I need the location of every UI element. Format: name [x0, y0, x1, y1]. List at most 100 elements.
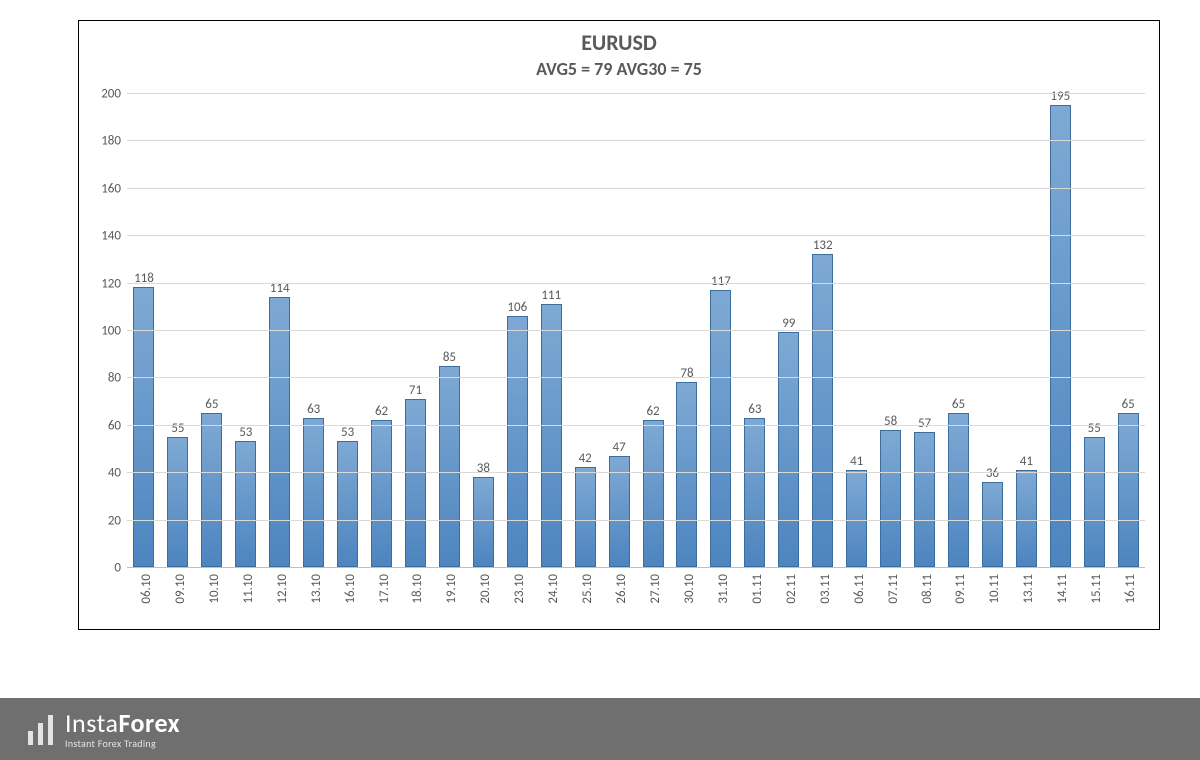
chart-title: EURUSD — [79, 29, 1159, 56]
grid-line: 80 — [127, 377, 1145, 378]
chart-subtitle: AVG5 = 79 AVG30 = 75 — [79, 58, 1159, 80]
watermark: InstaForex Instant Forex Trading — [0, 698, 1200, 760]
bar: 117 — [710, 290, 731, 567]
x-tick-label: 26.10 — [614, 574, 629, 604]
bar: 111 — [541, 304, 562, 567]
bar-value-label: 132 — [813, 238, 833, 253]
bar-value-label: 55 — [171, 421, 184, 436]
bar-value-label: 85 — [443, 350, 456, 365]
x-tick-label: 09.10 — [173, 574, 188, 604]
bar-value-label: 36 — [986, 466, 999, 481]
bar-value-label: 55 — [1088, 421, 1101, 436]
y-tick-label: 40 — [108, 466, 121, 481]
x-tick-label: 19.10 — [444, 574, 459, 604]
bar: 41 — [1016, 470, 1037, 567]
bar-value-label: 62 — [375, 404, 388, 419]
x-tick-label: 13.11 — [1021, 574, 1036, 604]
x-tick-label: 01.11 — [750, 574, 765, 604]
bar-value-label: 65 — [952, 397, 965, 412]
bar: 62 — [643, 420, 664, 567]
x-tick-label: 16.10 — [343, 574, 358, 604]
y-tick-label: 0 — [114, 561, 121, 576]
bar: 63 — [303, 418, 324, 567]
bar: 58 — [880, 430, 901, 567]
logo-bar-icon — [38, 723, 43, 745]
y-tick-label: 140 — [101, 229, 121, 244]
bar-value-label: 63 — [748, 402, 761, 417]
grid-line: 0 — [127, 567, 1145, 568]
x-tick-label: 07.11 — [886, 574, 901, 604]
logo-bar-icon — [28, 731, 33, 745]
bar: 65 — [201, 413, 222, 567]
grid-line: 60 — [127, 425, 1145, 426]
bar: 53 — [337, 441, 358, 567]
bar-value-label: 65 — [1122, 397, 1135, 412]
bar-value-label: 38 — [477, 461, 490, 476]
grid-line: 160 — [127, 188, 1145, 189]
grid-line: 100 — [127, 330, 1145, 331]
watermark-tagline: Instant Forex Trading — [65, 739, 180, 749]
bar: 42 — [575, 467, 596, 567]
logo-bar-icon — [48, 715, 53, 745]
grid-line: 180 — [127, 140, 1145, 141]
x-tick-label: 08.11 — [920, 574, 935, 604]
bar-value-label: 42 — [579, 451, 592, 466]
y-tick-label: 180 — [101, 134, 121, 149]
bar: 65 — [1118, 413, 1139, 567]
x-tick-label: 13.10 — [309, 574, 324, 604]
watermark-brand-bold: Forex — [118, 707, 180, 739]
bar: 41 — [846, 470, 867, 567]
bar-value-label: 58 — [884, 414, 897, 429]
y-tick-label: 120 — [101, 276, 121, 291]
y-tick-label: 80 — [108, 371, 121, 386]
bar: 78 — [676, 382, 697, 567]
bar-value-label: 41 — [850, 454, 863, 469]
x-tick-label: 17.10 — [377, 574, 392, 604]
watermark-brand-light: Insta — [65, 707, 118, 739]
bar: 114 — [269, 297, 290, 567]
x-tick-label: 09.11 — [953, 574, 968, 604]
x-tick-label: 02.11 — [784, 574, 799, 604]
grid-line: 200 — [127, 93, 1145, 94]
x-tick-label: 06.11 — [852, 574, 867, 604]
x-tick-label: 06.10 — [139, 574, 154, 604]
grid-line: 20 — [127, 520, 1145, 521]
x-tick-label: 11.10 — [241, 574, 256, 604]
x-tick-label: 10.10 — [207, 574, 222, 604]
watermark-brand: InstaForex — [65, 710, 180, 736]
x-tick-label: 31.10 — [716, 574, 731, 604]
bar: 36 — [982, 482, 1003, 567]
x-tick-label: 18.10 — [410, 574, 425, 604]
y-tick-label: 100 — [101, 324, 121, 339]
bar-value-label: 111 — [541, 288, 561, 303]
bar: 85 — [439, 366, 460, 567]
bar: 53 — [235, 441, 256, 567]
x-tick-label: 30.10 — [682, 574, 697, 604]
bar-value-label: 47 — [613, 440, 626, 455]
chart-title-block: EURUSD AVG5 = 79 AVG30 = 75 — [79, 21, 1159, 80]
bar: 57 — [914, 432, 935, 567]
chart-container: EURUSD AVG5 = 79 AVG30 = 75 118 06.10 55 09… — [78, 20, 1160, 630]
bar-value-label: 65 — [205, 397, 218, 412]
bar: 195 — [1050, 105, 1071, 567]
watermark-text: InstaForex Instant Forex Trading — [65, 710, 180, 749]
bar-value-label: 63 — [307, 402, 320, 417]
bar-value-label: 53 — [341, 425, 354, 440]
bar-value-label: 62 — [646, 404, 659, 419]
plot-area: 11806.105509.106510.105311.1011412.10631… — [127, 93, 1145, 567]
bar-value-label: 118 — [134, 271, 154, 286]
x-tick-label: 23.10 — [512, 574, 527, 604]
x-tick-label: 10.11 — [987, 574, 1002, 604]
bar-value-label: 117 — [711, 274, 731, 289]
bar: 63 — [744, 418, 765, 567]
bar-value-label: 195 — [1050, 89, 1070, 104]
x-tick-label: 16.11 — [1123, 574, 1138, 604]
x-tick-label: 20.10 — [478, 574, 493, 604]
bar-value-label: 53 — [239, 425, 252, 440]
y-tick-label: 60 — [108, 418, 121, 433]
x-tick-label: 27.10 — [648, 574, 663, 604]
bar: 38 — [473, 477, 494, 567]
bar: 65 — [948, 413, 969, 567]
grid-line: 40 — [127, 472, 1145, 473]
bar: 62 — [371, 420, 392, 567]
